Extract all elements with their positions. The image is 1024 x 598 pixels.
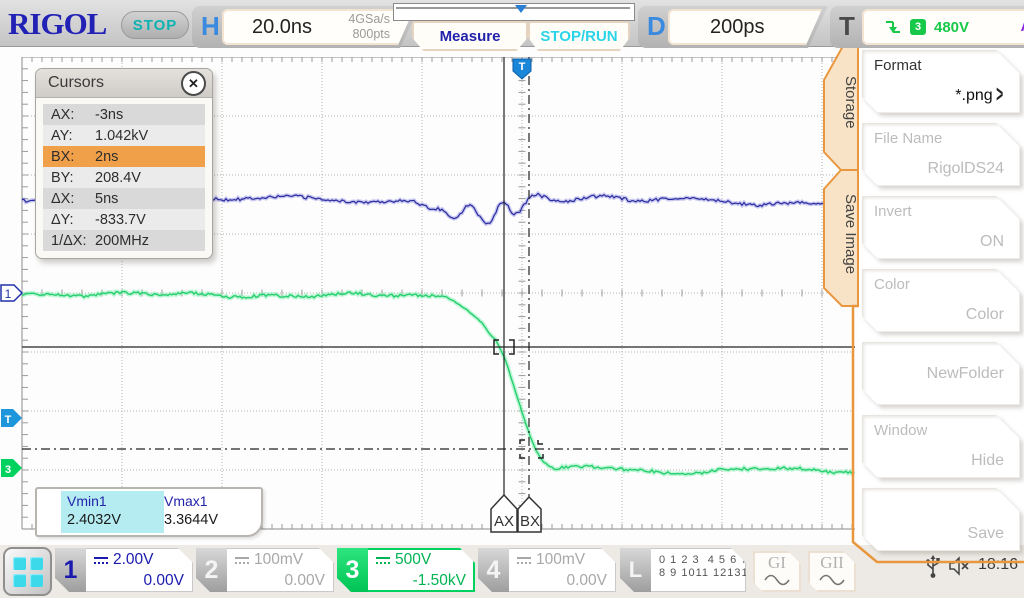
menu-item-format[interactable]: Format *.png > (862, 50, 1020, 113)
menu-item-save[interactable]: Save (862, 488, 1020, 551)
delay-label: D (647, 11, 666, 41)
generator-1-button[interactable]: GI (753, 551, 801, 592)
trigger-source-badge: 3 (910, 19, 926, 35)
speaker-muted-icon (949, 556, 969, 576)
svg-text:T: T (5, 414, 12, 426)
dc-coupling-icon (375, 555, 391, 566)
graticule (21, 57, 855, 530)
cursor-a-bracket (493, 339, 515, 355)
dc-coupling-icon (93, 555, 109, 566)
measurement-vmin1[interactable]: Vmin1 2.4032V (61, 491, 164, 533)
menu-item-file-name[interactable]: File Name RigolDS24 (862, 123, 1020, 186)
trigger-mode: A (1020, 18, 1024, 36)
sine-icon (819, 574, 845, 586)
trigger-group[interactable]: T 3 480V A (830, 6, 1024, 48)
svg-text:BX: BX (520, 513, 540, 530)
menu-item-invert[interactable]: Invert ON (862, 196, 1020, 259)
sine-icon (764, 574, 790, 586)
svg-text:3: 3 (5, 464, 11, 476)
trigger-level-value: 480V (934, 18, 970, 36)
top-status-bar: RIGOL STOP H 20.0ns 4GSa/s 800pts Measure… (0, 0, 1024, 51)
measure-button[interactable]: Measure (412, 21, 528, 51)
acquisition-info: 4GSa/s 800pts (348, 12, 390, 41)
horizontal-timebase-group[interactable]: H 20.0ns 4GSa/s 800pts (192, 6, 420, 48)
ch3-zero-marker[interactable]: 3 (1, 459, 22, 477)
cursor-row-inv-dx: 1/ΔX: 200MHz (43, 230, 205, 251)
cursor-row-by: BY: 208.4V (43, 167, 205, 188)
channel-3-status[interactable]: 3 500V -1.50kV (337, 548, 475, 592)
generator-2-button[interactable]: GII (808, 551, 856, 592)
timebase-value: 20.0ns (252, 15, 313, 38)
grid-icon (12, 556, 43, 587)
stop-run-button[interactable]: STOP/RUN (528, 21, 630, 51)
cursors-panel-header[interactable]: Cursors ✕ (36, 69, 212, 98)
ch1-zero-marker[interactable]: 1 (0, 284, 24, 302)
svg-text:1: 1 (5, 287, 12, 301)
horizontal-position-preview[interactable] (393, 3, 635, 21)
usb-icon (926, 555, 940, 578)
measurement-vmax1[interactable]: Vmax1 3.3644V (164, 493, 219, 528)
horizontal-label: H (201, 11, 220, 41)
trigger-label: T (839, 11, 855, 41)
cursor-b-bracket (519, 439, 544, 459)
channel-2-status[interactable]: 2 100mV 0.00V (196, 548, 334, 592)
svg-text:AX: AX (494, 513, 514, 530)
cursors-panel-title: Cursors (48, 74, 105, 91)
menu-item-color[interactable]: Color Color (862, 269, 1020, 332)
cursor-row-ax: AX: -3ns (43, 104, 205, 125)
channel-4-status[interactable]: 4 100mV 0.00V (478, 548, 616, 592)
run-state-badge: STOP (121, 11, 189, 39)
dc-coupling-icon (516, 555, 532, 566)
close-icon[interactable]: ✕ (181, 70, 206, 96)
delay-value: 200ps (710, 15, 765, 38)
preview-trigger-icon (515, 5, 527, 13)
main-menu-button[interactable] (3, 547, 52, 596)
rigol-logo: RIGOL (8, 6, 107, 41)
chevron-right-icon: > (995, 82, 1003, 108)
logic-analyzer-status[interactable]: L 0 1 2 3 4 5 6 7 8 9 1011 12131415 (620, 548, 746, 592)
trigger-level-marker[interactable]: T (1, 409, 22, 427)
channel-1-status[interactable]: 1 2.00V 0.00V (55, 548, 193, 592)
falling-edge-icon (886, 21, 900, 33)
cursors-panel-body: AX: -3ns AY: 1.042kV BX: 2ns BY: 208.4V ΔX: 5… (36, 98, 212, 258)
dc-coupling-icon (234, 555, 250, 566)
cursor-row-bx-selected[interactable]: BX: 2ns (43, 146, 205, 167)
menu-item-new-folder[interactable]: NewFolder (862, 342, 1020, 405)
cursors-panel: Cursors ✕ AX: -3ns AY: 1.042kV BX: 2ns BY: 2… (35, 68, 213, 259)
trigger-position-marker[interactable]: T (512, 58, 532, 80)
measurement-box: Vmin1 2.4032V Vmax1 3.3644V (35, 487, 263, 537)
delay-group[interactable]: D 200ps (638, 6, 828, 48)
bottom-status-bar: 1 2.00V 0.00V 2 100mV 0.00V 3 500V -1.50… (0, 545, 1024, 598)
cursor-bx-flag[interactable]: BX (517, 495, 542, 533)
cursor-row-ay: AY: 1.042kV (43, 125, 205, 146)
cursor-row-dx: ΔX: 5ns (43, 188, 205, 209)
cursor-row-dy: ΔY: -833.7V (43, 209, 205, 230)
clock: 18:16 (978, 556, 1019, 573)
menu-item-window[interactable]: Window Hide (862, 415, 1020, 478)
cursor-ax-flag[interactable]: AX (490, 493, 518, 533)
svg-text:T: T (519, 61, 526, 73)
